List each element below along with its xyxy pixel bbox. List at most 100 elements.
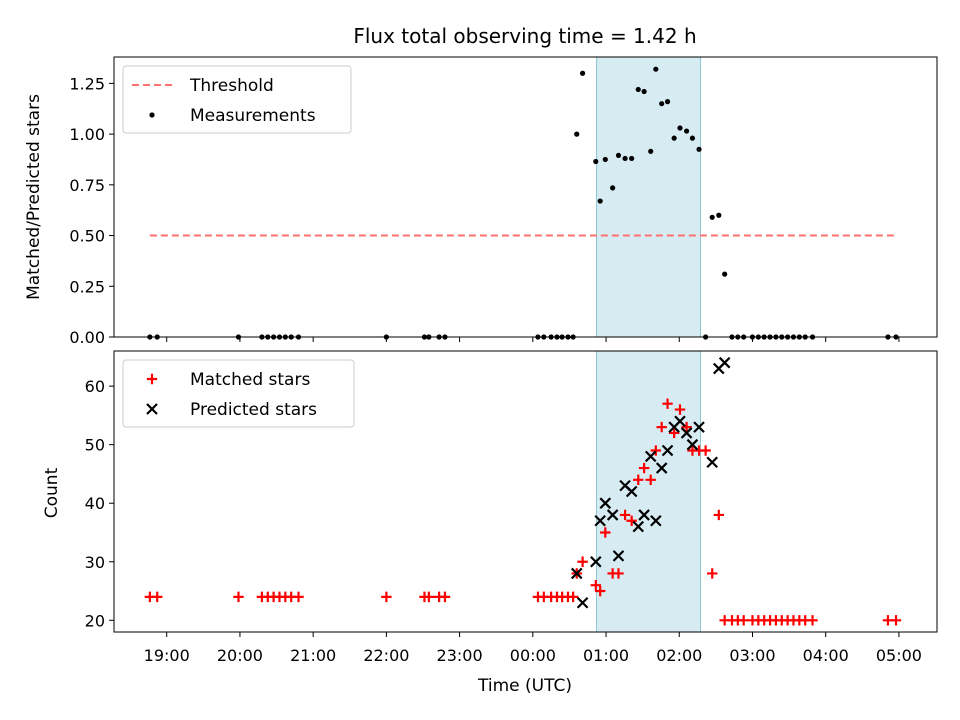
- predicted-star-point: [638, 509, 650, 521]
- series-predicted-stars: [570, 356, 731, 609]
- matched-star-point: [626, 515, 637, 526]
- predicted-star-point: [632, 520, 645, 533]
- predicted-star-point: [590, 555, 602, 568]
- matched-star-point: [633, 474, 644, 485]
- predicted-star-point: [693, 421, 705, 433]
- x-tick-label: 00:00: [510, 646, 556, 665]
- x-tick-label: 01:00: [583, 646, 629, 665]
- x-tick-label: 22:00: [363, 646, 409, 665]
- legend-marker: [149, 112, 155, 118]
- predicted-star-point: [680, 427, 693, 439]
- legend-marker: [146, 403, 158, 415]
- legend-label: Measurements: [190, 106, 316, 126]
- predicted-star-point: [599, 497, 612, 509]
- series-matched-stars: [144, 398, 902, 626]
- predicted-star-point: [655, 462, 668, 474]
- matched-star-point: [668, 427, 680, 439]
- x-tick-label: 02:00: [656, 646, 702, 665]
- matched-star-point: [656, 421, 667, 433]
- observing-window-span: [596, 56, 701, 338]
- matched-star-point: [619, 509, 631, 521]
- measurement-point: [671, 135, 677, 141]
- measurement-point: [622, 155, 628, 162]
- matched-star-point: [681, 421, 692, 433]
- y-tick-label: 50: [85, 436, 105, 455]
- legend-label: Matched stars: [190, 370, 310, 390]
- measurement-point: [641, 88, 647, 95]
- x-tick-label: 20:00: [217, 646, 263, 665]
- measurement-point: [689, 135, 696, 141]
- predicted-star-point: [576, 596, 589, 609]
- measurement-point: [659, 101, 665, 107]
- measurement-point: [653, 66, 659, 72]
- matched-star-point: [381, 591, 392, 603]
- measurement-point: [602, 156, 608, 163]
- x-tick-label: 21:00: [290, 646, 336, 665]
- measurement-point: [580, 70, 586, 76]
- matched-star-point: [567, 591, 579, 603]
- matched-star-point: [577, 556, 588, 567]
- y-tick-label: 0.25: [69, 277, 105, 296]
- matched-star-point: [645, 474, 656, 485]
- chart-title: Flux total observing time = 1.42 h: [353, 24, 696, 48]
- predicted-star-point: [650, 514, 662, 527]
- ratio-y-axis-label: Matched/Predicted stars: [24, 94, 44, 300]
- measurement-point: [610, 185, 616, 191]
- y-tick-label: 30: [85, 553, 105, 572]
- legend-marker: [146, 373, 158, 385]
- matched-star-point: [662, 398, 673, 409]
- predicted-star-point: [612, 550, 625, 562]
- matched-star-point: [713, 509, 725, 521]
- predicted-star-point: [706, 456, 718, 469]
- x-tick-label: 04:00: [803, 646, 849, 665]
- x-axis-label: Time (UTC): [477, 676, 572, 696]
- measurement-point: [709, 214, 715, 220]
- measurement-point: [677, 125, 683, 131]
- y-tick-label: 0.75: [69, 176, 105, 195]
- axes-frame: [113, 56, 938, 338]
- matched-star-point: [594, 585, 606, 597]
- y-tick-label: 40: [85, 494, 105, 513]
- matched-star-point: [638, 462, 650, 474]
- x-tick-label: 19:00: [144, 646, 190, 665]
- matched-star-point: [600, 527, 611, 538]
- measurement-point: [716, 212, 722, 218]
- measurement-point: [615, 152, 622, 159]
- y-tick-label: 1.00: [69, 125, 105, 144]
- y-tick-label: 20: [85, 611, 105, 630]
- observing-window-span: [596, 350, 701, 633]
- predicted-star-point: [718, 356, 731, 369]
- ratio-panel: 0.00 0.25 0.50 0.75 1.00 1.25 Threshold Measure…: [69, 56, 938, 347]
- x-tick-label: 05:00: [876, 646, 922, 665]
- y-tick-label: 0.00: [69, 328, 105, 347]
- predicted-star-point: [661, 444, 674, 457]
- measurement-point: [648, 148, 654, 154]
- legend-box: [122, 359, 355, 428]
- measurement-point: [635, 86, 641, 93]
- matched-star-point: [293, 591, 304, 603]
- legend-label: Threshold: [189, 76, 274, 96]
- measurement-point: [696, 146, 702, 152]
- predicted-star-point: [674, 415, 686, 428]
- predicted-star-point: [644, 450, 657, 463]
- legend-label: Predicted stars: [190, 400, 317, 420]
- y-tick-label: 0.50: [69, 227, 105, 246]
- matched-star-point: [613, 568, 624, 579]
- matched-star-point: [590, 579, 601, 591]
- predicted-star-point: [625, 485, 638, 498]
- matched-star-point: [707, 568, 718, 579]
- measurement-point: [664, 99, 671, 105]
- matched-star-point: [152, 591, 163, 603]
- x-tick-label: 23:00: [437, 646, 483, 665]
- predicted-star-point: [594, 514, 606, 527]
- y-tick-label: 60: [85, 377, 105, 396]
- measurement-point: [593, 158, 599, 165]
- measurement-point: [574, 131, 580, 137]
- predicted-star-point: [686, 438, 699, 451]
- y-tick-label: 1.25: [69, 74, 105, 93]
- legend: Threshold Measurements: [122, 65, 352, 134]
- predicted-star-point: [570, 567, 583, 580]
- measurement-point: [683, 128, 690, 134]
- matched-star-point: [890, 615, 902, 626]
